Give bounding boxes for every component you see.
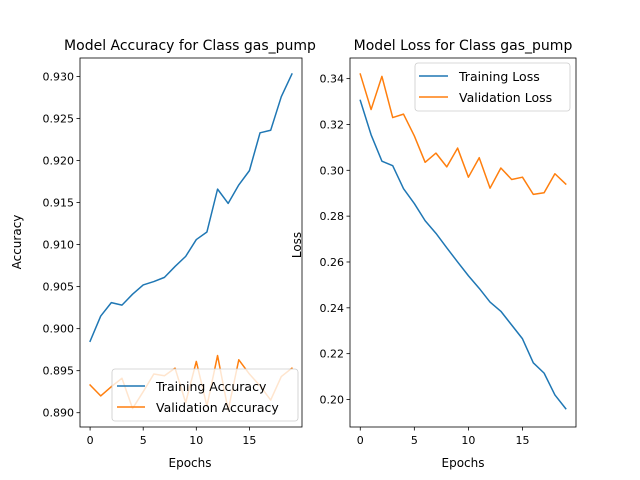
accuracy-legend-training-label: Training Accuracy	[155, 379, 267, 394]
loss-x-tick-label: 10	[461, 434, 475, 447]
accuracy-y-tick-label: 0.910	[43, 239, 75, 252]
accuracy-x-tick-label: 5	[140, 434, 147, 447]
loss-x-tick-label: 0	[357, 434, 364, 447]
loss-legend-validation-label: Validation Loss	[459, 90, 552, 105]
accuracy-y-axis-label: Accuracy	[10, 215, 24, 270]
accuracy-axes-frame	[79, 57, 303, 428]
accuracy-legend: Training Accuracy Validation Accuracy	[111, 368, 299, 422]
loss-series	[359, 73, 567, 410]
loss-y-tick-label: 0.32	[320, 118, 345, 131]
accuracy-series-training-line	[89, 72, 293, 343]
loss-legend: Training Loss Validation Loss	[414, 62, 571, 112]
accuracy-x-tick-label: 0	[87, 434, 94, 447]
accuracy-plot-title: Model Accuracy for Class gas_pump	[64, 38, 316, 54]
loss-x-tick-label: 15	[515, 434, 529, 447]
accuracy-x-tick-label: 15	[242, 434, 256, 447]
loss-y-tick-label: 0.26	[320, 256, 345, 269]
accuracy-y-tick-label: 0.925	[43, 113, 75, 126]
accuracy-x-tick-label: 10	[189, 434, 203, 447]
loss-y-tick-label: 0.28	[320, 210, 345, 223]
accuracy-ticks: 0 5 10 15 0.890 0.895 0.900 0.905 0.910 0.915 0.92…	[43, 70, 257, 447]
loss-y-tick-label: 0.22	[320, 348, 345, 361]
loss-plot-title: Model Loss for Class gas_pump	[354, 38, 573, 54]
loss-legend-training-label: Training Loss	[458, 69, 540, 84]
loss-x-axis-label: Epochs	[442, 456, 485, 470]
loss-x-tick-label: 5	[411, 434, 418, 447]
accuracy-legend-box	[111, 368, 299, 422]
loss-series-training-line	[359, 99, 567, 410]
loss-y-axis-label: Loss	[290, 232, 304, 258]
loss-plot: Model Loss for Class gas_pump Epochs Los…	[290, 38, 577, 470]
loss-axes-frame	[349, 57, 577, 428]
accuracy-x-axis-label: Epochs	[169, 456, 212, 470]
loss-ticks: 0 5 10 15 0.20 0.22 0.24 0.26 0.28 0.30 0.32 0.34	[320, 73, 530, 447]
loss-y-tick-label: 0.24	[320, 302, 345, 315]
accuracy-legend-validation-label: Validation Accuracy	[156, 400, 279, 415]
accuracy-y-tick-label: 0.905	[43, 281, 75, 294]
accuracy-y-tick-label: 0.895	[43, 365, 75, 378]
loss-y-tick-label: 0.20	[320, 393, 345, 406]
accuracy-y-tick-label: 0.930	[43, 70, 75, 83]
accuracy-y-tick-label: 0.920	[43, 155, 75, 168]
loss-series-validation-line	[359, 73, 567, 196]
accuracy-plot: Model Accuracy for Class gas_pump Epochs…	[10, 38, 316, 470]
loss-y-tick-label: 0.30	[320, 164, 345, 177]
loss-y-tick-label: 0.34	[320, 73, 345, 86]
accuracy-y-tick-label: 0.890	[43, 407, 75, 420]
loss-legend-box	[414, 62, 571, 112]
accuracy-y-tick-label: 0.900	[43, 323, 75, 336]
accuracy-y-tick-label: 0.915	[43, 197, 75, 210]
